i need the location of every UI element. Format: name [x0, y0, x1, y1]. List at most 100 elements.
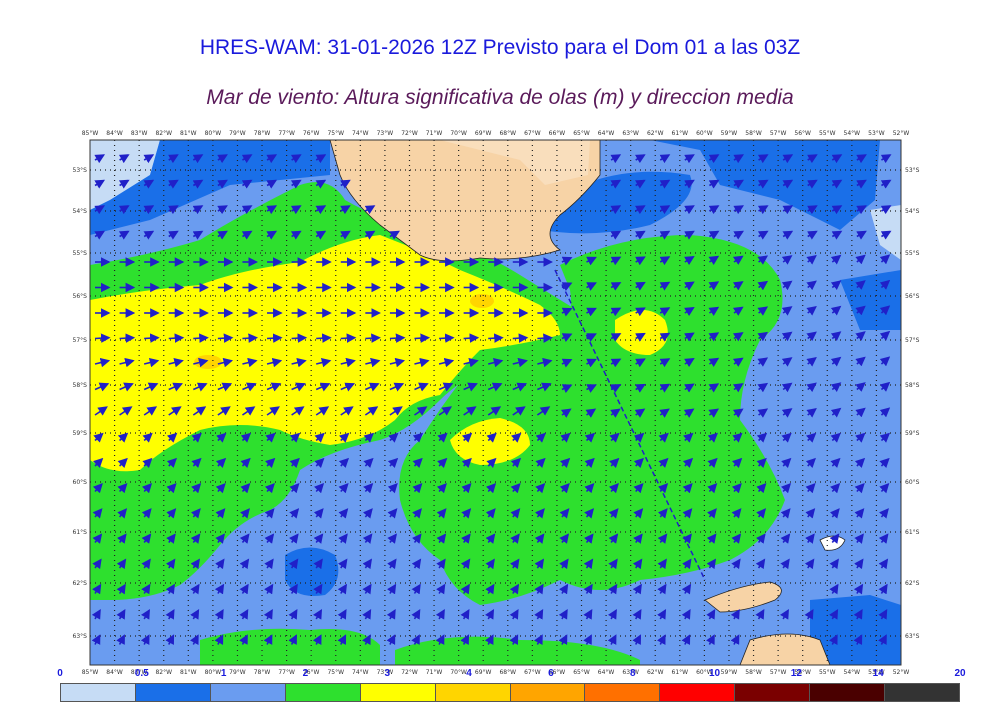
wave-direction-arrow — [487, 382, 503, 392]
wave-direction-arrow — [657, 558, 667, 570]
longitude-label: 60°W — [696, 669, 713, 676]
wave-direction-arrow — [804, 558, 815, 570]
wave-direction-arrow — [534, 634, 543, 645]
wave-direction-arrow — [610, 358, 622, 368]
wave-direction-arrow — [439, 333, 455, 343]
wave-direction-arrow — [779, 608, 789, 620]
wave-direction-arrow — [853, 634, 863, 645]
wave-direction-arrow — [363, 457, 374, 469]
wave-direction-arrow — [364, 230, 376, 240]
wave-direction-arrow — [635, 256, 646, 266]
wave-direction-arrow — [829, 508, 840, 519]
colorbar-cell — [285, 684, 361, 701]
wave-direction-arrow — [781, 357, 793, 367]
wave-direction-arrow — [708, 281, 720, 291]
wave-direction-arrow — [804, 608, 814, 620]
wave-direction-arrow — [854, 558, 864, 570]
wave-direction-arrow — [315, 357, 332, 368]
longitude-label: 65°W — [573, 130, 590, 137]
latitude-label: 62°S — [73, 580, 88, 587]
wave-direction-arrow — [906, 459, 913, 466]
wave-direction-arrow — [436, 583, 446, 595]
wave-direction-arrow — [706, 558, 717, 570]
wave-direction-arrow — [608, 583, 618, 595]
wave-direction-arrow — [217, 179, 228, 189]
wave-direction-arrow — [217, 357, 234, 368]
wave-direction-arrow — [315, 205, 327, 215]
wave-direction-arrow — [438, 406, 452, 416]
longitude-label: 73°W — [377, 130, 394, 137]
wave-direction-arrow — [682, 558, 692, 570]
wave-direction-arrow — [879, 381, 891, 392]
wave-direction-arrow — [290, 154, 302, 164]
wave-direction-arrow — [119, 357, 135, 368]
wave-direction-arrow — [880, 154, 892, 164]
longitude-label: 72°W — [401, 669, 418, 676]
longitude-label: 69°W — [475, 669, 492, 676]
wave-direction-arrow — [313, 558, 323, 570]
wave-direction-arrow — [463, 357, 479, 368]
wave-direction-arrow — [757, 331, 769, 342]
wave-direction-arrow — [906, 357, 913, 364]
wave-direction-arrow — [291, 357, 307, 368]
wave-direction-arrow — [584, 457, 595, 469]
wave-direction-arrow — [386, 583, 397, 595]
wave-direction-arrow — [659, 281, 671, 291]
colorbar-cell — [660, 684, 736, 701]
colorbar-cell — [360, 684, 436, 701]
wave-direction-arrow — [168, 357, 184, 368]
wave-direction-arrow — [192, 179, 204, 189]
longitude-label: 82°W — [155, 130, 172, 137]
wave-direction-arrow — [93, 432, 104, 443]
wave-direction-arrow — [363, 482, 374, 494]
longitude-label: 84°W — [106, 130, 123, 137]
wave-direction-arrow — [485, 533, 496, 544]
wave-direction-arrow — [684, 154, 695, 164]
wave-direction-arrow — [879, 279, 891, 290]
colorbar-tick-label: 14 — [872, 668, 884, 679]
latitude-label: 54°S — [905, 208, 920, 215]
wave-direction-arrow — [856, 230, 867, 240]
latitude-label: 62°S — [905, 580, 920, 587]
sea-4-6m-patch-2 — [470, 294, 494, 308]
wave-direction-arrow — [585, 408, 597, 418]
wave-direction-arrow — [535, 432, 546, 443]
wave-direction-arrow — [708, 332, 720, 342]
longitude-label: 54°W — [844, 130, 861, 137]
wave-direction-arrow — [412, 482, 423, 494]
wave-direction-arrow — [608, 508, 619, 519]
wave-direction-arrow — [558, 583, 569, 595]
wave-direction-arrow — [387, 533, 398, 544]
wave-direction-arrow — [460, 558, 471, 570]
wave-direction-arrow — [906, 181, 915, 186]
wave-direction-arrow — [362, 634, 371, 645]
wave-direction-arrow — [463, 382, 478, 392]
latitude-labels-right: 53°S 54°S 55°S 56°S 57°S 58°S 59°S 60°S 61°S 62°S… — [905, 167, 920, 640]
wave-direction-arrow — [856, 205, 867, 215]
wave-direction-arrow — [683, 432, 694, 443]
wave-direction-arrow — [436, 558, 446, 570]
longitude-label: 65°W — [573, 669, 590, 676]
longitude-label: 57°W — [770, 669, 787, 676]
wave-direction-arrow — [906, 232, 915, 237]
wave-direction-arrow — [830, 331, 842, 342]
wave-direction-arrow — [168, 179, 179, 189]
wave-direction-arrow — [510, 482, 521, 494]
wave-direction-arrow — [214, 583, 225, 595]
colorbar-cell — [810, 684, 886, 701]
wave-direction-arrow — [732, 432, 743, 443]
wave-direction-arrow — [755, 558, 766, 570]
wave-direction-arrow — [707, 508, 717, 519]
wave-direction-arrow — [879, 457, 890, 469]
wave-direction-arrows — [91, 154, 915, 645]
wave-direction-arrow — [217, 154, 228, 164]
wave-direction-arrow — [607, 608, 617, 620]
latitude-label: 55°S — [905, 250, 920, 257]
longitude-labels-top: 85°W 84°W 83°W 82°W 81°W 80°W 79°W 78°W 77°W 76°W… — [82, 130, 910, 137]
longitude-label: 52°W — [893, 130, 910, 137]
wave-direction-arrow — [240, 482, 251, 494]
longitude-label: 53°W — [868, 130, 885, 137]
longitude-label: 63°W — [622, 669, 639, 676]
wave-direction-arrow — [168, 205, 179, 215]
longitude-label: 71°W — [426, 130, 443, 137]
